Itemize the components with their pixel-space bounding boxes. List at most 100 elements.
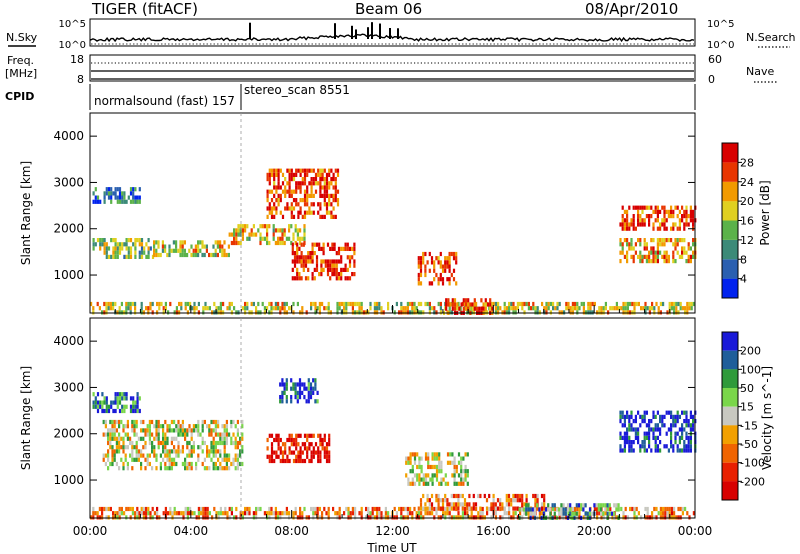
echo-cell [244,506,247,512]
echo-cell [277,193,280,198]
echo-cell [621,214,624,219]
echo-cell [118,392,122,397]
echo-cell [328,172,331,177]
echo-cell [685,414,688,419]
echo-cell [643,440,646,445]
echo-cell [277,511,280,516]
velocity-ytick-label: 1000 [53,473,84,487]
echo-cell [308,210,311,215]
echo-cell [325,511,328,516]
echo-cell [589,301,592,307]
echo-cell [295,202,298,207]
echo-cell [637,511,640,516]
echo-cell [666,506,669,512]
echo-cell [239,453,242,458]
echo-cell [411,306,414,311]
echo-cell [210,252,213,258]
echo-cell [426,511,429,516]
echo-cell [589,306,592,311]
echo-cell [325,189,329,194]
echo-cell [477,511,480,516]
echo-cell [518,507,521,512]
echo-cell [626,218,629,223]
echo-cell [232,440,235,446]
echo-cell [677,310,680,315]
echo-cell [333,246,336,251]
echo-cell [126,424,129,429]
echo-cell [589,310,592,315]
echo-cell [420,301,423,307]
echo-cell [373,306,376,311]
echo-cell [103,310,106,315]
echo-cell [181,432,184,437]
echo-cell [490,301,493,307]
echo-cell [244,301,247,307]
echo-cell [317,446,320,451]
echo-cell [643,444,646,449]
echo-cell [234,424,237,429]
echo-cell [286,454,289,459]
echo-cell [424,456,428,461]
echo-cell [179,428,182,433]
echo-cell [378,506,381,512]
echo-cell [407,460,410,465]
echo-cell [200,506,203,512]
echo-cell [290,433,293,438]
echo-cell [650,250,653,255]
echo-cell [292,310,295,315]
velocity-colorbar-ticklabel: 200 [740,345,761,358]
echo-cell [259,506,262,512]
echo-cell [303,228,306,233]
echo-cell [157,424,160,429]
echo-cell [275,454,278,459]
echo-cell [145,506,148,512]
echo-cell [656,423,659,428]
echo-cell [400,306,403,311]
echo-cell [380,511,383,516]
echo-cell [131,301,134,307]
echo-cell [125,242,128,247]
echo-cell [212,440,215,446]
echo-cell [118,419,121,425]
echo-cell [189,506,192,512]
echo-cell [259,236,262,241]
echo-cell [292,511,295,516]
echo-cell [270,454,274,459]
echo-cell [310,210,313,215]
echo-cell [118,515,121,520]
echo-cell [353,251,356,256]
echo-cell [582,310,585,315]
echo-cell [127,306,130,311]
echo-cell [168,252,171,258]
echo-cell [346,242,349,247]
echo-cell [299,236,302,241]
echo-cell [151,432,154,437]
echo-cell [569,515,572,520]
echo-cell [409,460,412,465]
echo-cell [307,255,310,260]
echo-cell [622,515,625,520]
echo-cell [520,507,523,512]
echo-cell [90,301,93,307]
echo-cell [632,259,635,264]
echo-cell [692,511,695,516]
echo-cell [641,205,644,210]
echo-cell [376,301,379,307]
echo-cell [685,259,688,264]
echo-cell [360,506,363,512]
echo-cell [378,301,381,307]
echo-cell [419,260,423,265]
echo-cell [378,515,381,520]
echo-cell [663,423,666,428]
echo-cell [131,511,134,516]
echo-cell [270,306,273,311]
echo-cell [448,264,451,269]
echo-cell [665,226,668,231]
echo-cell [283,228,286,233]
echo-cell [489,298,492,303]
echo-cell [132,191,135,196]
echo-cell [527,301,530,307]
echo-cell [113,449,116,454]
echo-cell [153,240,156,245]
echo-cell [212,419,215,425]
